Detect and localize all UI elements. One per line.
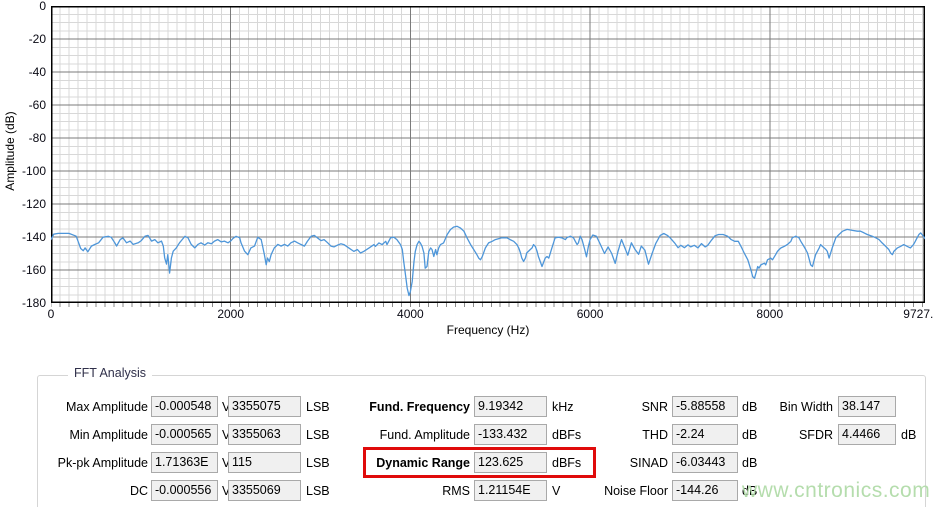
max-amplitude-v-field[interactable]: -0.000548 — [151, 396, 218, 417]
noise-floor-field[interactable]: -144.26 — [672, 480, 738, 501]
min-amplitude-lsb-field[interactable]: 3355063 — [228, 424, 301, 445]
y-tick-label: 0 — [39, 0, 46, 13]
pkpk-amplitude-label: Pk-pk Amplitude — [57, 456, 148, 470]
y-tick-label: -60 — [28, 98, 46, 112]
min-amplitude-v-unit: V — [222, 428, 231, 442]
sinad-field[interactable]: -6.03443 — [672, 452, 738, 473]
snr-unit: dB — [742, 400, 758, 414]
rms-field[interactable]: 1.21154E — [474, 480, 547, 501]
max-amplitude-v-unit: V — [222, 400, 231, 414]
x-axis-title: Frequency (Hz) — [446, 323, 530, 337]
min-amplitude-label: Min Amplitude — [69, 428, 148, 442]
fund-frequency-label: Fund. Frequency — [369, 400, 470, 414]
max-amplitude-lsb-unit: LSB — [306, 400, 330, 414]
y-tick-label: -180 — [21, 296, 46, 310]
fund-frequency-unit: kHz — [552, 400, 574, 414]
y-tick-label: -120 — [21, 197, 46, 211]
x-tick-label: 9727.47 — [903, 307, 933, 321]
x-tick-label: 8000 — [756, 307, 784, 321]
y-tick-label: -140 — [21, 230, 46, 244]
pkpk-amplitude-lsb-unit: LSB — [306, 456, 330, 470]
max-amplitude-lsb-field[interactable]: 3355075 — [228, 396, 301, 417]
pkpk-amplitude-v-field[interactable]: 1.71363E — [151, 452, 218, 473]
fund-amplitude-label: Fund. Amplitude — [379, 428, 470, 442]
fund-amplitude-field[interactable]: -133.432 — [474, 424, 547, 445]
dc-lsb-field[interactable]: 3355069 — [228, 480, 301, 501]
x-tick-label: 6000 — [576, 307, 604, 321]
thd-field[interactable]: -2.24 — [672, 424, 738, 445]
dc-label: DC — [129, 484, 148, 498]
sinad-label: SINAD — [629, 456, 668, 470]
sfdr-unit: dB — [901, 428, 917, 442]
x-tick-label: 2000 — [217, 307, 245, 321]
y-tick-label: -40 — [28, 65, 46, 79]
y-tick-label: -20 — [28, 32, 46, 46]
pkpk-amplitude-lsb-field[interactable]: 115 — [228, 452, 301, 473]
snr-label: SNR — [641, 400, 668, 414]
y-tick-label: -80 — [28, 131, 46, 145]
bin-width-label: Bin Width — [779, 400, 834, 414]
dynamic-range-field[interactable]: 123.625 — [474, 452, 547, 473]
y-tick-label: -100 — [21, 164, 46, 178]
bin-width-field[interactable]: 38.147 — [838, 396, 896, 417]
dynamic-range-label: Dynamic Range — [376, 456, 470, 470]
y-axis-title: Amplitude (dB) — [3, 111, 17, 191]
dc-v-unit: V — [222, 484, 231, 498]
fund-amplitude-unit: dBFs — [552, 428, 582, 442]
min-amplitude-lsb-unit: LSB — [306, 428, 330, 442]
noise-floor-unit: dB — [742, 484, 758, 498]
rms-label: RMS — [442, 484, 470, 498]
thd-label: THD — [642, 428, 668, 442]
rms-unit: V — [552, 484, 561, 498]
spectrum-trace — [50, 225, 926, 297]
watermark-text: www.cntronics.com — [742, 479, 931, 502]
spectrum-plot — [50, 6, 926, 313]
fft-analysis-title: FFT Analysis — [68, 366, 153, 380]
sfdr-label: SFDR — [798, 428, 833, 442]
sfdr-field[interactable]: 4.4466 — [838, 424, 896, 445]
sinad-unit: dB — [742, 456, 758, 470]
thd-unit: dB — [742, 428, 758, 442]
max-amplitude-label: Max Amplitude — [66, 400, 148, 414]
y-tick-label: -160 — [21, 263, 46, 277]
snr-field[interactable]: -5.88558 — [672, 396, 738, 417]
fund-frequency-field[interactable]: 9.19342 — [474, 396, 547, 417]
x-tick-label: 4000 — [397, 307, 424, 321]
dynamic-range-unit: dBFs — [552, 456, 582, 470]
pkpk-amplitude-v-unit: V — [222, 456, 231, 470]
min-amplitude-v-field[interactable]: -0.000565 — [151, 424, 218, 445]
dc-lsb-unit: LSB — [306, 484, 330, 498]
dc-v-field[interactable]: -0.000556 — [151, 480, 218, 501]
noise-floor-label: Noise Floor — [604, 484, 668, 498]
fft-analysis-groupbox — [37, 375, 926, 507]
x-tick-label: 0 — [47, 307, 55, 321]
